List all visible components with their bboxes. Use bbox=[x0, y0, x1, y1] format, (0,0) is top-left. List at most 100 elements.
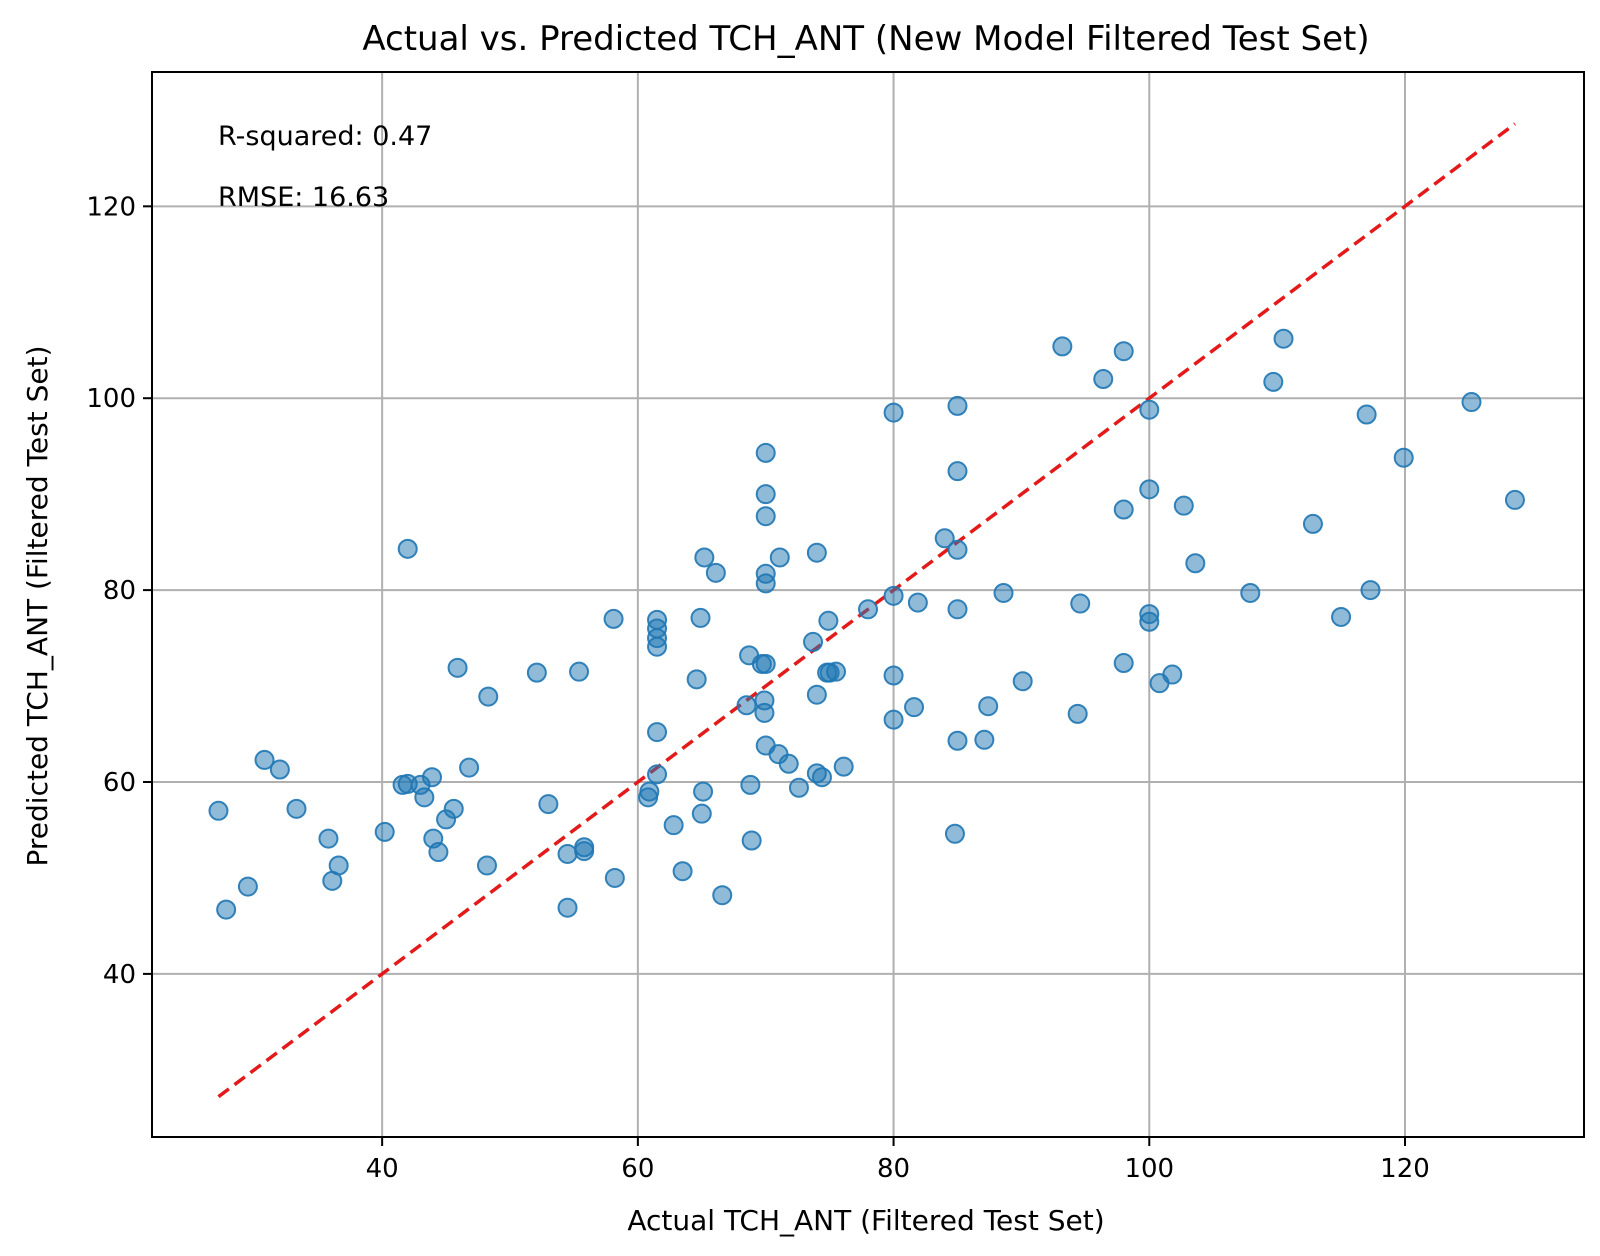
data-point bbox=[883, 665, 904, 686]
x-tick-label: 40 bbox=[366, 1154, 399, 1184]
data-point bbox=[755, 442, 776, 463]
y-axis-label: Predicted TCH_ANT (Filtered Test Set) bbox=[21, 345, 54, 866]
data-point bbox=[690, 607, 711, 628]
data-point bbox=[740, 774, 761, 795]
data-point bbox=[712, 885, 733, 906]
data-point bbox=[755, 563, 776, 584]
data-point bbox=[557, 897, 578, 918]
data-point bbox=[826, 661, 847, 682]
data-point bbox=[557, 843, 578, 864]
data-point bbox=[447, 657, 468, 678]
data-point bbox=[526, 662, 547, 683]
data-point bbox=[604, 867, 625, 888]
data-point bbox=[1173, 495, 1194, 516]
data-point bbox=[947, 730, 968, 751]
data-point bbox=[237, 876, 258, 897]
data-point bbox=[1393, 447, 1414, 468]
data-point bbox=[478, 686, 499, 707]
data-point bbox=[788, 777, 809, 798]
data-point bbox=[1113, 341, 1134, 362]
data-point bbox=[443, 798, 464, 819]
data-point bbox=[459, 757, 480, 778]
data-point bbox=[691, 803, 712, 824]
data-point bbox=[778, 753, 799, 774]
data-point bbox=[947, 539, 968, 560]
data-point bbox=[883, 585, 904, 606]
data-point bbox=[569, 661, 590, 682]
data-point bbox=[803, 631, 824, 652]
data-point bbox=[944, 823, 965, 844]
data-point bbox=[647, 722, 668, 743]
data-point bbox=[833, 756, 854, 777]
data-point bbox=[978, 696, 999, 717]
data-point bbox=[1273, 328, 1294, 349]
data-points bbox=[208, 328, 1525, 920]
data-point bbox=[422, 767, 443, 788]
data-point bbox=[974, 729, 995, 750]
data-point bbox=[947, 599, 968, 620]
data-point bbox=[858, 599, 878, 620]
y-tick-label: 120 bbox=[86, 192, 136, 222]
data-point bbox=[1461, 392, 1482, 413]
x-tick-label: 60 bbox=[621, 1154, 654, 1184]
data-point bbox=[414, 787, 435, 808]
data-point bbox=[286, 798, 307, 819]
plot-frame bbox=[151, 71, 1585, 1138]
data-point bbox=[397, 538, 418, 559]
data-point bbox=[428, 842, 449, 863]
y-tick-label: 100 bbox=[86, 384, 136, 414]
data-point bbox=[883, 709, 904, 730]
data-point bbox=[993, 582, 1014, 603]
data-point bbox=[1139, 479, 1160, 500]
data-point bbox=[1067, 703, 1088, 724]
data-point bbox=[1360, 580, 1381, 601]
data-point bbox=[904, 697, 925, 718]
data-point bbox=[1302, 513, 1323, 534]
data-point bbox=[686, 669, 707, 690]
data-point bbox=[1093, 369, 1114, 390]
x-tick-label: 80 bbox=[877, 1154, 910, 1184]
data-point bbox=[1263, 371, 1284, 392]
r-squared-annotation: R-squared: 0.47 bbox=[218, 121, 432, 152]
data-point bbox=[755, 653, 776, 674]
data-point bbox=[1240, 582, 1261, 603]
data-point bbox=[216, 899, 237, 920]
data-point bbox=[1356, 404, 1377, 425]
data-point bbox=[818, 610, 839, 631]
data-point bbox=[947, 395, 968, 416]
grid-lines bbox=[152, 72, 1584, 1137]
data-point bbox=[693, 781, 714, 802]
data-point bbox=[883, 402, 904, 423]
data-point bbox=[328, 855, 349, 876]
data-point bbox=[934, 528, 955, 549]
data-point bbox=[907, 592, 928, 613]
x-axis-label: Actual TCH_ANT (Filtered Test Set) bbox=[627, 1204, 1104, 1237]
data-point bbox=[1113, 499, 1134, 520]
y-tick-label: 80 bbox=[103, 576, 136, 606]
y-tick-label: 60 bbox=[103, 768, 136, 798]
data-point bbox=[1113, 653, 1134, 674]
chart-title: Actual vs. Predicted TCH_ANT (New Model … bbox=[362, 19, 1369, 59]
data-point bbox=[603, 608, 624, 629]
data-point bbox=[769, 547, 790, 568]
data-point bbox=[1052, 336, 1073, 357]
data-point bbox=[374, 821, 395, 842]
data-point bbox=[1139, 611, 1160, 632]
data-point bbox=[754, 690, 775, 711]
data-point bbox=[538, 794, 559, 815]
data-point bbox=[647, 764, 668, 785]
data-point bbox=[269, 759, 290, 780]
data-point bbox=[476, 855, 497, 876]
data-point bbox=[694, 547, 715, 568]
data-point bbox=[647, 609, 668, 630]
data-point bbox=[741, 830, 762, 851]
data-point bbox=[1185, 553, 1206, 574]
data-point bbox=[318, 828, 339, 849]
x-tick-label: 100 bbox=[1124, 1154, 1174, 1184]
data-point bbox=[1139, 399, 1160, 420]
x-tick-label: 120 bbox=[1380, 1154, 1430, 1184]
data-point bbox=[811, 767, 832, 788]
data-point bbox=[1504, 489, 1525, 510]
axis-ticks: 40 60 80 100 120 40 60 80 100 120 bbox=[86, 192, 1429, 1184]
